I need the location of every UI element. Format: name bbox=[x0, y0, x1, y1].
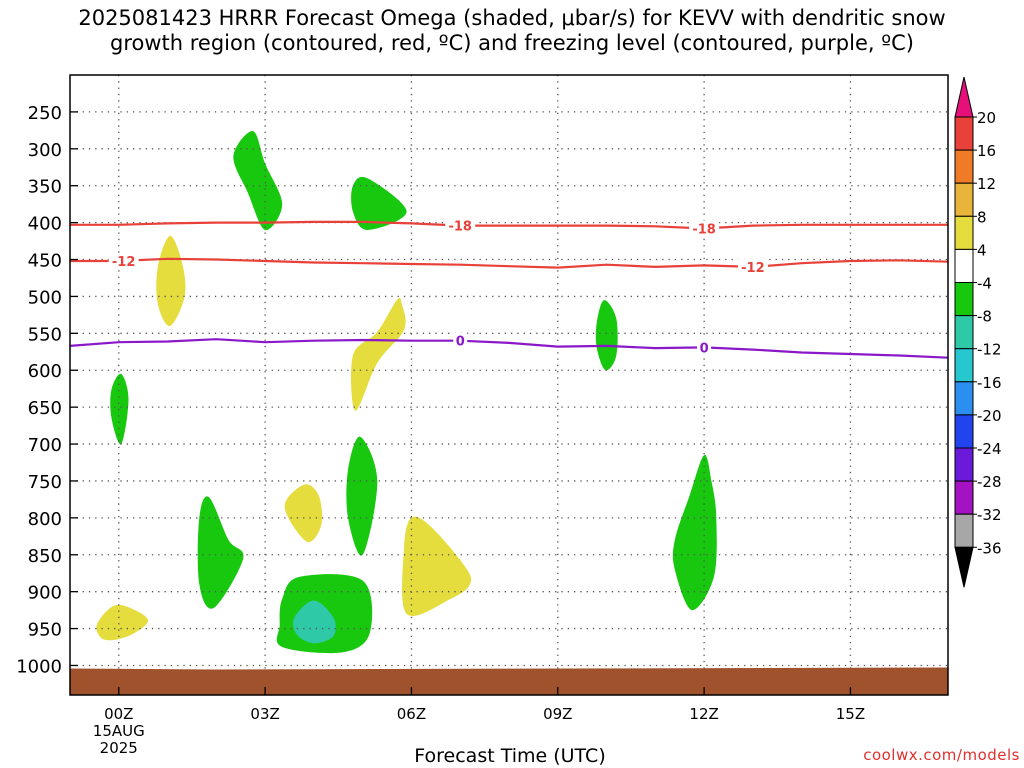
contour-label-bg-0-1 bbox=[697, 339, 712, 354]
colorbar-label-2: 12 bbox=[977, 175, 996, 193]
contour-label-0-1: 0 bbox=[700, 341, 709, 356]
y-tick-label-550: 550 bbox=[28, 324, 62, 345]
colorbar-label-1: 16 bbox=[977, 142, 996, 160]
colorbar-top-triangle bbox=[954, 76, 974, 118]
colorbar-label-12: -32 bbox=[977, 506, 1002, 524]
colorbar-swatch-3 bbox=[954, 215, 974, 250]
x-tick-label-09Z: 09Z bbox=[543, 705, 572, 723]
y-tick-label-950: 950 bbox=[28, 620, 62, 641]
colorbar-swatch-0 bbox=[954, 116, 974, 151]
contour-line--18 bbox=[70, 220, 948, 230]
contour-label--12-1: -12 bbox=[741, 261, 765, 276]
y-tick-label-300: 300 bbox=[28, 140, 62, 161]
colorbar-label-6: -8 bbox=[977, 308, 992, 326]
y-tick-label-750: 750 bbox=[28, 472, 62, 493]
contour-label-bg--12-0 bbox=[108, 253, 139, 267]
y-tick-label-900: 900 bbox=[28, 583, 62, 604]
plot-frame bbox=[69, 74, 949, 696]
omega-region-positive-4 bbox=[402, 516, 472, 617]
contour-label--18-0: -18 bbox=[448, 220, 472, 235]
colorbar-label-9: -20 bbox=[977, 407, 1002, 425]
x-tick-label-00Z: 00Z bbox=[104, 705, 133, 723]
title-line-1: 2025081423 HRRR Forecast Omega (shaded, … bbox=[78, 6, 946, 30]
colorbar-label-5: -4 bbox=[977, 275, 992, 293]
colorbar-label-13: -36 bbox=[977, 539, 1002, 557]
colorbar-swatch-10 bbox=[954, 447, 974, 482]
y-tick-label-400: 400 bbox=[28, 214, 62, 235]
omega-shading-layer bbox=[96, 131, 717, 654]
y-tick-label-850: 850 bbox=[28, 546, 62, 567]
omega-region-positive-2 bbox=[284, 484, 323, 543]
colorbar-swatch-1 bbox=[954, 149, 974, 184]
contour-label-bg--12-1 bbox=[737, 258, 768, 273]
y-tick-label-700: 700 bbox=[28, 435, 62, 456]
colorbar-label-3: 8 bbox=[977, 208, 987, 226]
omega-region-negative-9 bbox=[346, 436, 378, 556]
omega-region-negative-8 bbox=[197, 496, 244, 609]
contour-label-bg-0-0 bbox=[453, 332, 468, 347]
contour-label--18-1: -18 bbox=[692, 223, 716, 238]
omega-region-positive-1 bbox=[156, 235, 186, 327]
colorbar-swatch-12 bbox=[954, 513, 974, 548]
contour-line--12 bbox=[70, 257, 949, 269]
omega-region-strong_negative-11 bbox=[293, 600, 336, 644]
y-tick-label-500: 500 bbox=[28, 287, 62, 308]
colorbar-bottom-triangle bbox=[954, 546, 974, 588]
colorbar-swatch-11 bbox=[954, 480, 974, 515]
x-date-label-0: 15AUG bbox=[93, 722, 145, 740]
colorbar-swatch-6 bbox=[954, 315, 974, 350]
x-tick-label-06Z: 06Z bbox=[397, 705, 426, 723]
x-axis-label: Forecast Time (UTC) bbox=[414, 745, 606, 767]
credit-text: coolwx.com/models bbox=[863, 746, 1020, 764]
omega-region-negative-13 bbox=[672, 454, 717, 611]
contour-label-0-0: 0 bbox=[456, 335, 465, 350]
x-tick-label-15Z: 15Z bbox=[836, 705, 865, 723]
y-tick-label-650: 650 bbox=[28, 398, 62, 419]
colorbar-label-8: -16 bbox=[977, 374, 1002, 392]
chart-title: 2025081423 HRRR Forecast Omega (shaded, … bbox=[0, 6, 1024, 56]
omega-region-negative-5 bbox=[233, 131, 283, 231]
ground-layer bbox=[70, 667, 948, 695]
omega-region-positive-0 bbox=[96, 604, 149, 641]
contour-label-bg--18-0 bbox=[445, 217, 476, 232]
y-tick-label-600: 600 bbox=[28, 361, 62, 382]
colorbar-swatch-8 bbox=[954, 381, 974, 416]
contour-layer: -18 -18 -12 -12 0 0 bbox=[69, 217, 949, 359]
colorbar-label-10: -24 bbox=[977, 440, 1002, 458]
title-line-2: growth region (contoured, red, ºC) and f… bbox=[110, 31, 914, 55]
colorbar-swatch-4 bbox=[954, 248, 974, 283]
contour-label-bg--18-1 bbox=[689, 220, 720, 235]
y-tick-label-450: 450 bbox=[28, 251, 62, 272]
colorbar-swatch-5 bbox=[954, 282, 974, 317]
y-tick-label-800: 800 bbox=[28, 509, 62, 530]
x-date-label-1: 2025 bbox=[100, 739, 138, 757]
colorbar-swatch-7 bbox=[954, 348, 974, 383]
colorbar-swatch-9 bbox=[954, 414, 974, 449]
contour-line-0 bbox=[69, 338, 949, 359]
x-tick-label-12Z: 12Z bbox=[689, 705, 718, 723]
x-tick-label-03Z: 03Z bbox=[250, 705, 279, 723]
contour-label--12-0: -12 bbox=[112, 255, 136, 270]
ground-surface bbox=[70, 667, 948, 695]
colorbar-label-4: 4 bbox=[977, 241, 987, 259]
colorbar: 20 16 12 8 4 -4 -8 -12 -16 -20 -24 -28 -32 -36 bbox=[954, 76, 1002, 588]
colorbar-label-0: 20 bbox=[977, 109, 996, 127]
omega-region-negative-12 bbox=[595, 300, 618, 371]
colorbar-label-11: -28 bbox=[977, 473, 1002, 491]
grid-layer bbox=[70, 75, 948, 695]
axes-layer: 250 300 350 400 450 500 550 600 650 700 750 800 850 9… bbox=[16, 74, 949, 757]
colorbar-swatch-2 bbox=[954, 182, 974, 217]
omega-region-positive-3 bbox=[351, 297, 406, 411]
omega-region-negative-6 bbox=[351, 176, 407, 230]
colorbar-label-7: -12 bbox=[977, 341, 1002, 359]
y-tick-label-250: 250 bbox=[28, 103, 62, 124]
y-tick-label-1000: 1000 bbox=[16, 656, 62, 677]
y-tick-label-350: 350 bbox=[28, 177, 62, 198]
